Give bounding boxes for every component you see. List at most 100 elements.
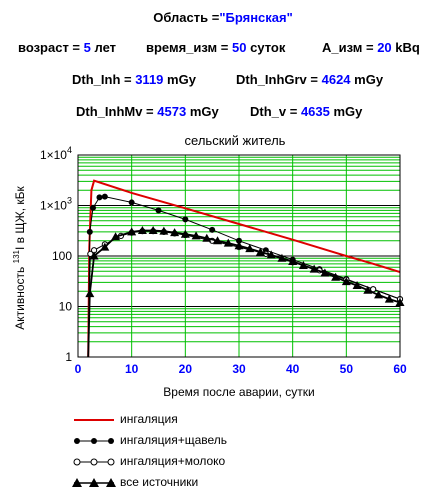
dth-v-value: 4635 <box>300 104 330 119</box>
dth-inhmv-param: Dth_InhMv = 4573 mGy <box>76 104 219 119</box>
data-point <box>223 238 233 247</box>
y-tick-label: 100 <box>52 249 72 263</box>
dth-inh-value: 3119 <box>135 72 164 87</box>
dth-inh-label: Dth_Inh = <box>72 72 136 87</box>
x-axis-label: Время после аварии, сутки <box>163 385 314 399</box>
x-tick-label: 0 <box>75 362 82 376</box>
legend-label: все источники <box>120 475 199 489</box>
a-label: A_изм = <box>322 40 378 55</box>
data-point <box>213 236 223 245</box>
data-point <box>341 277 351 286</box>
chart-title: сельский житель <box>185 133 286 148</box>
age-unit: лет <box>94 40 117 55</box>
dth-inhmv-label: Dth_InhMv = <box>76 104 158 119</box>
legend-label: ингаляция <box>120 412 178 426</box>
data-point <box>180 229 190 238</box>
data-point <box>266 250 276 259</box>
data-point <box>159 226 169 235</box>
series-line <box>87 196 401 358</box>
data-point <box>137 225 147 234</box>
time-param: время_изм = 50 суток <box>146 40 285 55</box>
x-tick-label: 60 <box>393 362 407 376</box>
y-axis-label-sup: 131 <box>12 249 21 263</box>
data-point <box>111 232 121 241</box>
y-tick-label: 1×104 <box>40 145 72 162</box>
dth-inhgrv-param: Dth_InhGrv = 4624 mGy <box>236 72 383 87</box>
dth-v-unit: mGy <box>333 104 363 119</box>
dth-v-param: Dth_v = 4635 mGy <box>250 104 362 119</box>
y-axis-label-prefix: Активность <box>13 263 27 329</box>
y-axis-label: Активность 131I в ЩЖ, кБк <box>12 186 27 330</box>
x-tick-label: 20 <box>179 362 193 376</box>
time-label: время_изм = <box>146 40 232 55</box>
a-unit: kBq <box>395 40 420 55</box>
a-param: A_изм = 20 kBq <box>322 40 420 55</box>
data-point <box>202 233 212 242</box>
y-tick-label: 1 <box>65 350 72 364</box>
y-tick-label: 10 <box>59 300 73 314</box>
legend-line-open-circles <box>73 458 115 466</box>
series-layer <box>85 179 405 358</box>
data-point <box>89 251 99 260</box>
time-unit: суток <box>250 40 286 55</box>
data-point <box>96 194 103 201</box>
data-point <box>100 242 110 251</box>
data-point <box>170 228 180 237</box>
y-tick-labels: 1 10 100 1×103 1×104 <box>40 145 72 364</box>
a-value: 20 <box>377 40 392 55</box>
data-point <box>101 193 108 200</box>
data-point <box>236 237 242 244</box>
data-point <box>209 226 216 233</box>
x-tick-label: 10 <box>125 362 139 376</box>
data-point <box>182 216 189 223</box>
data-point <box>309 264 319 273</box>
data-point <box>127 227 137 236</box>
legend-line-filled-circles <box>74 438 114 444</box>
legend-line-triangles <box>72 478 116 487</box>
data-point <box>298 260 308 269</box>
legend-label: ингаляция+щавель <box>120 433 228 447</box>
legend-label: ингаляция+молоко <box>120 454 226 468</box>
data-point <box>384 294 394 303</box>
region-label: Область = <box>153 10 220 25</box>
y-axis-label-suffix: I в ЩЖ, кБк <box>13 186 27 251</box>
age-param: возраст = 5 лет <box>18 40 116 55</box>
legend-line-red <box>74 419 114 421</box>
data-point <box>245 244 255 253</box>
x-tick-label: 40 <box>286 362 300 376</box>
dth-v-label: Dth_v = <box>250 104 301 119</box>
x-tick-label: 30 <box>232 362 246 376</box>
data-point <box>374 290 384 299</box>
time-value: 50 <box>232 40 247 55</box>
age-value: 5 <box>83 40 91 55</box>
data-point <box>148 225 158 234</box>
age-label: возраст = <box>18 40 84 55</box>
dth-inh-unit: mGy <box>167 72 196 87</box>
x-tick-labels: 0 10 20 30 40 50 60 <box>75 362 407 376</box>
data-point <box>155 207 162 214</box>
dth-inhmv-value: 4573 <box>157 104 187 119</box>
dth-inhgrv-unit: mGy <box>354 72 384 87</box>
dth-inh-param: Dth_Inh = 3119 mGy <box>72 72 196 87</box>
data-point <box>86 228 93 235</box>
data-point <box>191 231 201 240</box>
grid <box>78 155 400 357</box>
data-point <box>85 289 95 298</box>
data-point <box>288 256 298 265</box>
plot-frame <box>77 154 401 358</box>
data-point <box>234 241 244 250</box>
data-point <box>320 268 330 277</box>
dth-inhgrv-value: 4624 <box>321 72 351 87</box>
dth-inhmv-unit: mGy <box>189 104 219 119</box>
data-point <box>128 199 135 206</box>
region-value: "Брянская" <box>219 10 293 25</box>
data-point <box>331 272 341 281</box>
dth-inhgrv-label: Dth_InhGrv = <box>236 72 322 87</box>
y-tick-label: 1×103 <box>40 196 72 213</box>
data-point <box>277 253 287 262</box>
data-point <box>255 247 265 256</box>
x-tick-label: 50 <box>340 362 354 376</box>
series-3 <box>85 225 405 358</box>
data-point <box>352 281 362 290</box>
